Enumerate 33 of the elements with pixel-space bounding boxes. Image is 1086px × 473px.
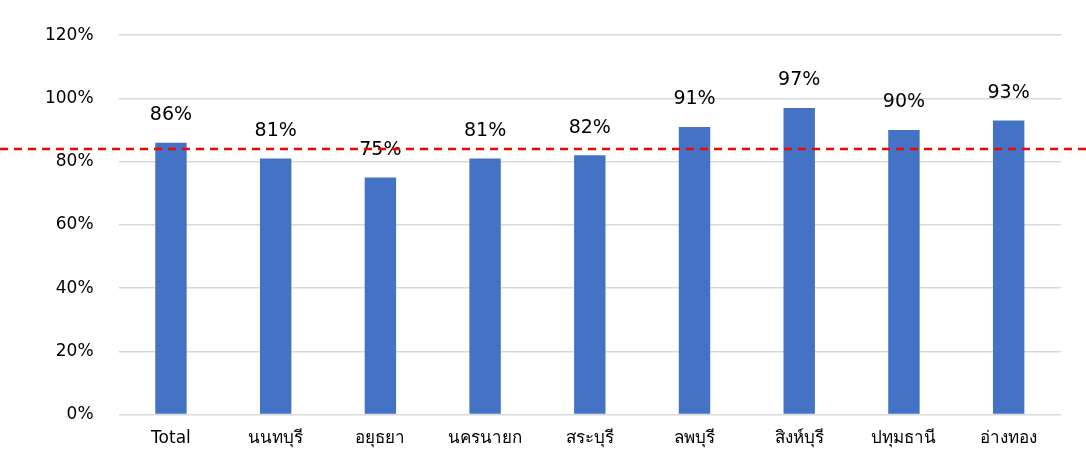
bar bbox=[992, 120, 1025, 414]
bar bbox=[364, 177, 397, 414]
data-label: 97% bbox=[778, 67, 821, 90]
bar bbox=[574, 155, 606, 414]
bar bbox=[259, 158, 292, 414]
y-tick-label: 40% bbox=[55, 276, 94, 297]
data-label: 91% bbox=[673, 86, 716, 109]
y-tick-label: 120% bbox=[44, 23, 94, 44]
bar bbox=[469, 158, 501, 414]
x-tick-label: ลพบุรี bbox=[674, 427, 716, 449]
data-label: 93% bbox=[987, 80, 1030, 102]
y-tick-label: 0% bbox=[66, 403, 94, 424]
data-label: 90% bbox=[882, 89, 926, 112]
bar bbox=[678, 126, 711, 414]
data-label: 81% bbox=[254, 117, 297, 140]
bar bbox=[155, 142, 187, 414]
x-tick-label: นครนายก bbox=[448, 427, 523, 448]
y-tick-label: 100% bbox=[44, 86, 94, 107]
y-tick-label: 20% bbox=[55, 339, 94, 360]
x-tick-label: อ่างทอง bbox=[980, 427, 1038, 448]
y-tick-label: 60% bbox=[55, 213, 94, 234]
x-tick-label: นนทบุรี bbox=[248, 427, 304, 449]
bar bbox=[783, 107, 815, 414]
data-label: 82% bbox=[568, 114, 611, 137]
x-tick-label: Total bbox=[150, 427, 191, 448]
x-tick-label: อยุธยา bbox=[355, 427, 406, 449]
x-tick-label: สระบุรี bbox=[565, 427, 614, 449]
x-tick-label: สิงห์บุรี bbox=[774, 427, 824, 449]
x-tick-label: ปทุมธานี bbox=[871, 427, 937, 449]
data-label: 86% bbox=[149, 102, 193, 125]
data-label: 81% bbox=[463, 117, 507, 140]
y-tick-label: 80% bbox=[55, 150, 94, 171]
bar bbox=[888, 130, 920, 414]
